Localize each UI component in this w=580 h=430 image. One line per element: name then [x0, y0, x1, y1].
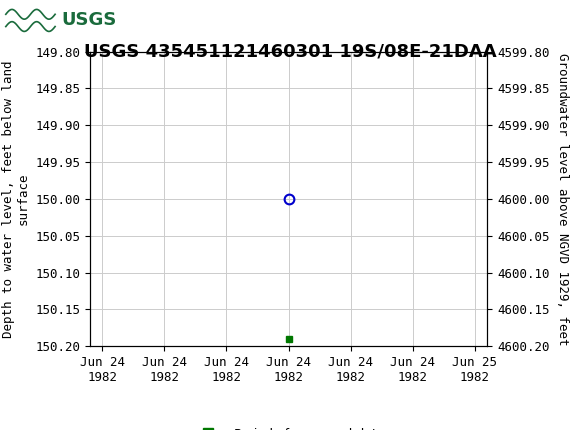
- Bar: [0, 0, 116, 41]
- Y-axis label: Depth to water level, feet below land
surface: Depth to water level, feet below land su…: [2, 60, 30, 338]
- Text: USGS 435451121460301 19S/08E-21DAA: USGS 435451121460301 19S/08E-21DAA: [84, 43, 496, 61]
- Legend: Period of approved data: Period of approved data: [187, 423, 390, 430]
- Y-axis label: Groundwater level above NGVD 1929, feet: Groundwater level above NGVD 1929, feet: [556, 52, 570, 345]
- Text: USGS: USGS: [61, 12, 116, 29]
